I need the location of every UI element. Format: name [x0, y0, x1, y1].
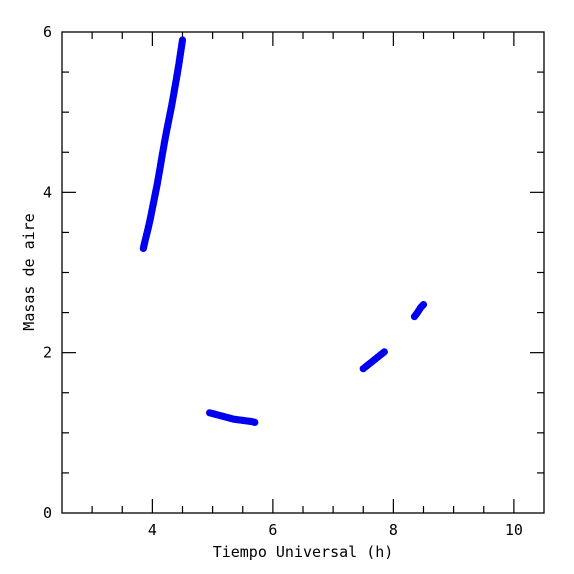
- x-tick-label: 4: [148, 521, 157, 539]
- x-tick-label: 10: [505, 521, 523, 539]
- y-axis-label: Masas de aire: [20, 213, 38, 330]
- tick-labels: 4 6 8 10 0 2 4 6: [43, 23, 523, 539]
- y-tick-label: 0: [43, 504, 52, 522]
- data-point: [419, 300, 428, 309]
- data-point: [178, 36, 187, 44]
- data-points: [139, 36, 428, 427]
- y-tick-label: 4: [43, 183, 52, 201]
- data-point: [380, 348, 388, 356]
- plot-frame: [61, 31, 545, 514]
- x-tick-label: 6: [268, 521, 277, 539]
- x-tick-label: 8: [389, 521, 398, 539]
- x-axis-label: Tiempo Universal (h): [213, 543, 394, 561]
- y-tick-label: 2: [43, 344, 52, 362]
- data-point: [251, 418, 259, 427]
- axis-ticks: [62, 32, 544, 513]
- y-tick-label: 6: [43, 23, 52, 41]
